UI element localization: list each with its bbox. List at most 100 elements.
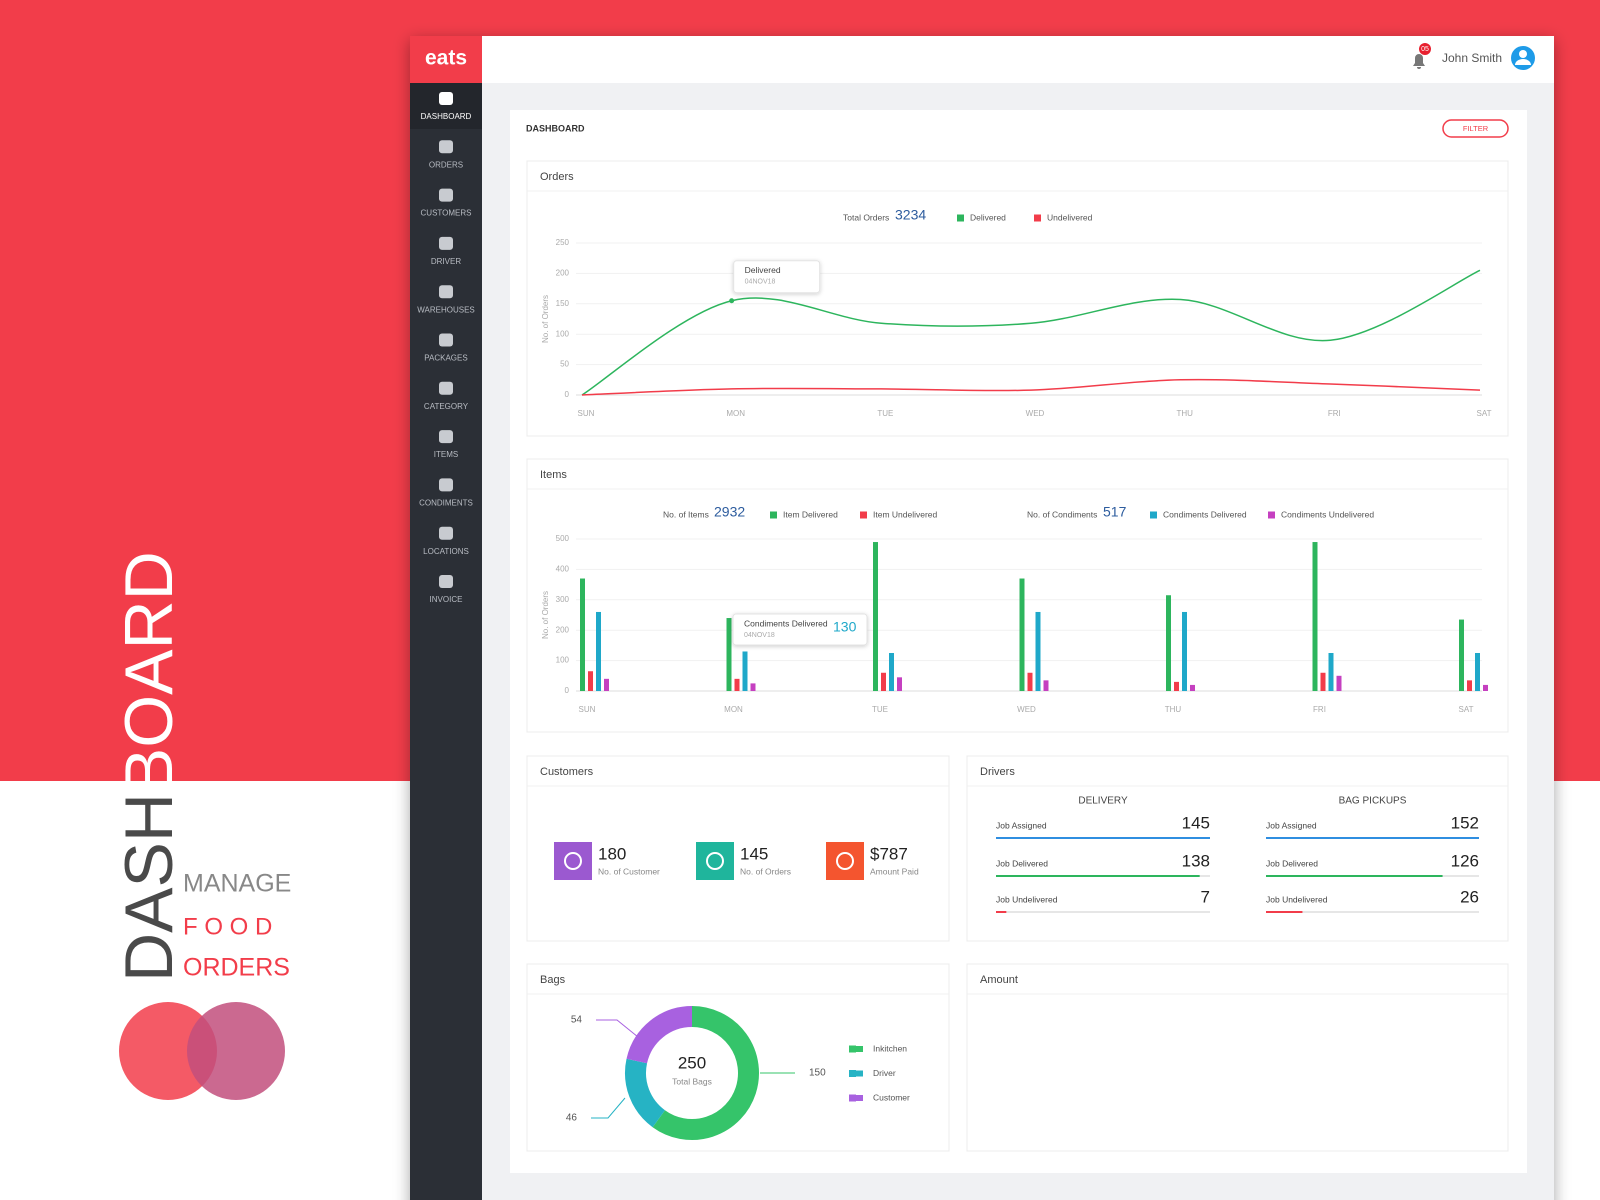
nav-icon[interactable] — [439, 381, 453, 395]
bar — [726, 618, 732, 691]
nav-icon[interactable] — [439, 575, 453, 588]
stat-glyph — [564, 852, 582, 870]
progress-bar — [1266, 911, 1303, 913]
promo-line: F O O D — [183, 913, 272, 940]
nav-label[interactable]: ORDERS — [429, 160, 463, 169]
stat-value: $787 — [870, 844, 908, 863]
nav-label[interactable]: ITEMS — [434, 450, 458, 459]
bar — [1475, 653, 1480, 691]
total-value: 3234 — [895, 207, 926, 223]
row-label: Job Delivered — [996, 858, 1048, 868]
nav-icon[interactable] — [439, 285, 453, 299]
progress-bar — [996, 837, 1210, 839]
legend-label: Item Delivered — [783, 509, 838, 519]
filter-button[interactable] — [1442, 119, 1509, 138]
nav-label[interactable]: PACKAGES — [424, 354, 467, 363]
legend-swatch — [860, 511, 867, 519]
row-value: 26 — [1460, 887, 1479, 906]
nav-label[interactable]: INVOICE — [430, 595, 463, 604]
y-tick-label: 200 — [556, 269, 570, 278]
donut-total-label: Total Bags — [672, 1076, 712, 1086]
tooltip — [733, 260, 821, 294]
total-label: Total Orders — [843, 212, 889, 222]
legend-label: Delivered — [970, 212, 1006, 222]
user-name[interactable]: John Smith — [1442, 51, 1502, 65]
nav-label[interactable]: LOCATIONS — [423, 547, 469, 556]
y-tick-label: 500 — [556, 534, 570, 543]
donut-segment — [626, 1006, 693, 1064]
nav-label[interactable]: DRIVER — [431, 257, 461, 266]
y-tick-label: 0 — [565, 390, 570, 399]
progress-bar — [1266, 875, 1443, 877]
y-tick-label: 0 — [565, 686, 570, 695]
stat-value: 145 — [740, 844, 768, 863]
legend-swatch — [849, 1046, 863, 1052]
promo-title-a: DASH — [111, 793, 187, 982]
logo[interactable]: eats — [425, 47, 467, 70]
bar — [873, 542, 878, 691]
x-tick-label: SUN — [578, 409, 595, 418]
y-axis-label: No. of Orders — [541, 591, 550, 639]
sidebar — [410, 36, 482, 1200]
nav-icon[interactable] — [439, 92, 453, 105]
badge-count: 05 — [1421, 46, 1429, 53]
bar — [1190, 684, 1195, 691]
panel-title: Drivers — [980, 766, 1015, 778]
bar — [897, 677, 902, 691]
nav-icon[interactable] — [439, 236, 453, 250]
nav-label[interactable]: CATEGORY — [424, 402, 469, 411]
nav-icon[interactable] — [439, 430, 453, 444]
row-value: 138 — [1182, 851, 1210, 870]
bar — [750, 683, 756, 691]
nav-icon[interactable] — [439, 140, 453, 154]
bar — [1035, 611, 1041, 691]
nav-icon[interactable] — [439, 333, 453, 347]
badge — [1419, 43, 1431, 55]
nav-label[interactable]: WAREHOUSES — [417, 305, 475, 314]
row-label: Job Undelivered — [1266, 894, 1328, 904]
x-tick-label: MON — [724, 705, 743, 714]
promo-line: MANAGE — [183, 870, 291, 898]
legend-swatch — [1150, 511, 1157, 519]
stat-label: No. of Customer — [598, 866, 660, 876]
bar — [1043, 680, 1049, 691]
nav-label[interactable]: DASHBOARD — [421, 112, 472, 121]
stat-value: 180 — [598, 844, 626, 863]
bar — [1483, 684, 1488, 691]
nav-icon[interactable] — [439, 526, 453, 540]
data-label: 150 — [809, 1068, 826, 1079]
x-tick-label: FRI — [1313, 705, 1326, 714]
data-label: 46 — [566, 1113, 578, 1124]
legend-label: Customer — [873, 1092, 910, 1102]
nav-label[interactable]: CUSTOMERS — [421, 209, 472, 218]
nav-icon[interactable] — [439, 188, 453, 202]
data-label: 54 — [571, 1015, 583, 1026]
bar — [1328, 653, 1334, 691]
bar — [1336, 675, 1342, 691]
panel-title: Items — [540, 469, 567, 481]
y-tick-label: 250 — [556, 238, 570, 247]
tooltip-date: 04NOV18 — [744, 632, 775, 639]
x-tick-label: THU — [1165, 705, 1182, 714]
stat-glyph — [836, 852, 854, 870]
row-value: 7 — [1201, 887, 1210, 906]
nav-icon[interactable] — [439, 478, 453, 492]
filter-label[interactable]: FILTER — [1463, 124, 1489, 133]
progress-track — [1266, 911, 1479, 913]
x-tick-label: WED — [1017, 705, 1036, 714]
promo-title-b: BOARD — [111, 551, 187, 793]
top-bar — [482, 36, 1554, 83]
row-label: Job Assigned — [1266, 820, 1317, 830]
bell-icon[interactable] — [1413, 54, 1425, 69]
bar — [742, 651, 748, 691]
bar — [596, 611, 601, 691]
nav-label[interactable]: CONDIMENTS — [419, 499, 473, 508]
bar — [1166, 595, 1171, 691]
avatar-head — [1519, 50, 1527, 58]
tooltip-title: Condiments Delivered — [744, 618, 828, 628]
bar — [1182, 611, 1187, 691]
tooltip-value: 130 — [833, 619, 857, 635]
legend-swatch — [849, 1095, 863, 1101]
progress-track — [996, 911, 1210, 913]
